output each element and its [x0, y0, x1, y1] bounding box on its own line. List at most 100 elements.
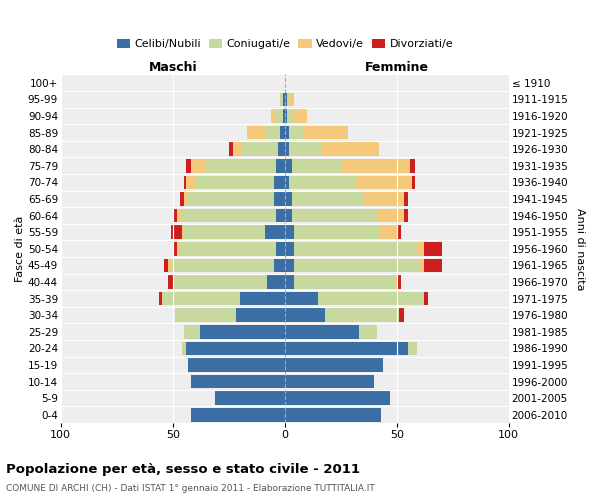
Bar	[285, 209, 377, 222]
Bar	[285, 392, 390, 405]
Bar	[285, 126, 347, 140]
Bar	[186, 342, 285, 355]
Bar	[285, 176, 415, 189]
Bar	[285, 176, 356, 189]
Bar	[179, 192, 285, 206]
Bar	[283, 92, 285, 106]
Bar	[173, 242, 285, 256]
Bar	[285, 358, 383, 372]
Bar	[285, 192, 404, 206]
Bar	[206, 159, 285, 172]
Bar	[285, 126, 347, 140]
Legend: Celibi/Nubili, Coniugati/e, Vedovi/e, Divorziati/e: Celibi/Nubili, Coniugati/e, Vedovi/e, Di…	[112, 34, 458, 54]
Bar	[164, 258, 285, 272]
Bar	[285, 176, 289, 189]
Bar	[285, 92, 294, 106]
Bar	[274, 258, 285, 272]
Bar	[285, 258, 424, 272]
Bar	[285, 375, 374, 388]
Bar	[215, 392, 285, 405]
Bar	[285, 325, 377, 338]
Bar	[267, 275, 285, 289]
Bar	[285, 325, 377, 338]
Bar	[233, 142, 285, 156]
Text: Femmine: Femmine	[365, 62, 429, 74]
Text: Popolazione per età, sesso e stato civile - 2011: Popolazione per età, sesso e stato civil…	[6, 462, 360, 475]
Bar	[182, 342, 285, 355]
Bar	[285, 292, 424, 306]
Bar	[285, 258, 419, 272]
Bar	[191, 159, 285, 172]
Bar	[285, 375, 374, 388]
Bar	[285, 126, 303, 140]
Bar	[285, 408, 381, 422]
Bar	[188, 358, 285, 372]
Bar	[182, 342, 285, 355]
Text: Maschi: Maschi	[148, 62, 197, 74]
Bar	[191, 408, 285, 422]
Bar	[175, 308, 285, 322]
Text: COMUNE DI ARCHI (CH) - Dati ISTAT 1° gennaio 2011 - Elaborazione TUTTITALIA.IT: COMUNE DI ARCHI (CH) - Dati ISTAT 1° gen…	[6, 484, 375, 493]
Bar	[242, 142, 285, 156]
Bar	[215, 392, 285, 405]
Bar	[285, 92, 287, 106]
Bar	[285, 142, 320, 156]
Bar	[236, 308, 285, 322]
Bar	[285, 342, 417, 355]
Bar	[278, 142, 285, 156]
Bar	[285, 358, 383, 372]
Bar	[285, 275, 401, 289]
Bar	[285, 226, 294, 239]
Bar	[229, 142, 285, 156]
Bar	[177, 242, 285, 256]
Bar	[285, 159, 415, 172]
Bar	[285, 392, 390, 405]
Bar	[188, 358, 285, 372]
Bar	[285, 408, 381, 422]
Bar	[285, 392, 390, 405]
Bar	[191, 408, 285, 422]
Bar	[285, 292, 319, 306]
Bar	[175, 308, 285, 322]
Bar	[169, 275, 285, 289]
Bar	[285, 292, 428, 306]
Bar	[240, 292, 285, 306]
Bar	[177, 209, 285, 222]
Bar	[182, 342, 285, 355]
Bar	[285, 275, 395, 289]
Bar	[182, 226, 285, 239]
Bar	[285, 292, 424, 306]
Bar	[173, 209, 285, 222]
Bar	[188, 358, 285, 372]
Bar	[173, 275, 285, 289]
Bar	[285, 308, 325, 322]
Bar	[285, 209, 292, 222]
Bar	[215, 392, 285, 405]
Bar	[285, 192, 408, 206]
Bar	[215, 392, 285, 405]
Bar	[285, 192, 363, 206]
Bar	[285, 408, 381, 422]
Bar	[285, 325, 359, 338]
Bar	[186, 176, 285, 189]
Bar	[169, 258, 285, 272]
Bar	[285, 242, 417, 256]
Bar	[285, 226, 379, 239]
Bar	[285, 92, 294, 106]
Bar	[191, 375, 285, 388]
Bar	[285, 109, 287, 123]
Bar	[285, 308, 399, 322]
Bar	[285, 275, 397, 289]
Bar	[191, 375, 285, 388]
Bar	[191, 408, 285, 422]
Bar	[184, 176, 285, 189]
Bar	[285, 92, 289, 106]
Bar	[285, 209, 408, 222]
Bar	[271, 109, 285, 123]
Bar	[285, 126, 289, 140]
Bar	[191, 375, 285, 388]
Bar	[247, 126, 285, 140]
Bar	[265, 226, 285, 239]
Bar	[285, 258, 442, 272]
Bar	[285, 325, 377, 338]
